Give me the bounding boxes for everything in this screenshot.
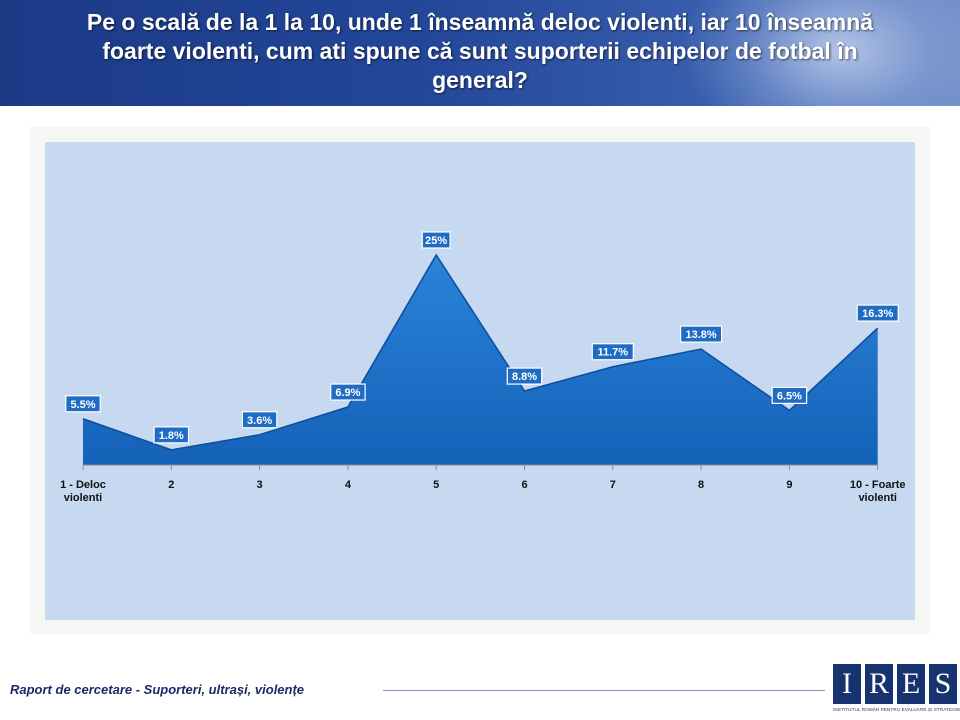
data-label: 6.5% xyxy=(777,390,802,402)
data-label-box xyxy=(241,411,278,429)
data-label-box xyxy=(679,325,723,343)
area-series-fill xyxy=(83,255,878,465)
x-tick-label: 5 xyxy=(433,479,439,491)
footer-report-title: Raport de cercetare - Suporteri, ultrași… xyxy=(10,682,305,697)
data-label-box xyxy=(421,231,451,249)
logo-subtitle: INSTITUTUL ROMÂN PENTRU EVALUARE ȘI STRA… xyxy=(833,707,960,712)
x-tick-label: 10 - Foarte violenti xyxy=(850,479,906,504)
title-line: Pe o scală de la 1 la 10, unde 1 înseamn… xyxy=(86,9,874,35)
data-label: 5.5% xyxy=(70,399,95,411)
x-tick-label: 3 xyxy=(257,479,263,491)
data-label: 16.3% xyxy=(862,308,893,320)
x-tick-label: 4 xyxy=(345,479,352,491)
data-label: 11.7% xyxy=(598,347,629,359)
ires-logo: I R E S INSTITUTUL ROMÂN PENTRU EVALUARE… xyxy=(833,664,960,716)
logo-letter: R xyxy=(865,664,893,704)
x-tick-label: 2 xyxy=(168,479,174,491)
x-tick-label: 8 xyxy=(698,479,704,491)
data-label: 13.8% xyxy=(685,329,716,341)
x-tick-label: 7 xyxy=(610,479,616,491)
chart-frame: 5.5% 1.8% 3.6% 6.9% 25% 8.8% 11.7% 13.8% 6.5% 16.… xyxy=(30,127,930,634)
footer-divider xyxy=(383,690,825,691)
x-tick-label: 9 xyxy=(786,479,792,491)
data-label: 1.8% xyxy=(159,430,184,442)
logo-letter: I xyxy=(833,664,861,704)
logo-letter: S xyxy=(929,664,957,704)
data-label-box xyxy=(591,343,634,361)
x-tick-label: 6 xyxy=(521,479,527,491)
area-chart: 5.5% 1.8% 3.6% 6.9% 25% 8.8% 11.7% 13.8% 6.5% 16.… xyxy=(45,142,915,620)
title-line: foarte violenti, cum ati spune că sunt s… xyxy=(102,38,858,64)
area-series-edge xyxy=(82,253,879,451)
header-banner: Pe o scală de la 1 la 10, unde 1 înseamn… xyxy=(0,0,960,106)
data-label-box xyxy=(153,426,190,444)
x-tick-label: 1 - Deloc violenti xyxy=(60,479,106,504)
page-title: Pe o scală de la 1 la 10, unde 1 înseamn… xyxy=(0,8,960,95)
data-label-box xyxy=(771,386,808,404)
logo-letter: E xyxy=(897,664,925,704)
data-label: 25% xyxy=(425,235,447,247)
data-label-box xyxy=(65,395,101,413)
data-label-box xyxy=(506,367,543,385)
header-glow-decoration xyxy=(680,0,960,106)
data-label-box xyxy=(330,383,366,401)
title-line: general? xyxy=(432,67,528,93)
data-label: 3.6% xyxy=(247,415,272,427)
data-label-box xyxy=(856,304,899,322)
data-label: 8.8% xyxy=(512,371,537,383)
data-label: 6.9% xyxy=(335,387,360,399)
